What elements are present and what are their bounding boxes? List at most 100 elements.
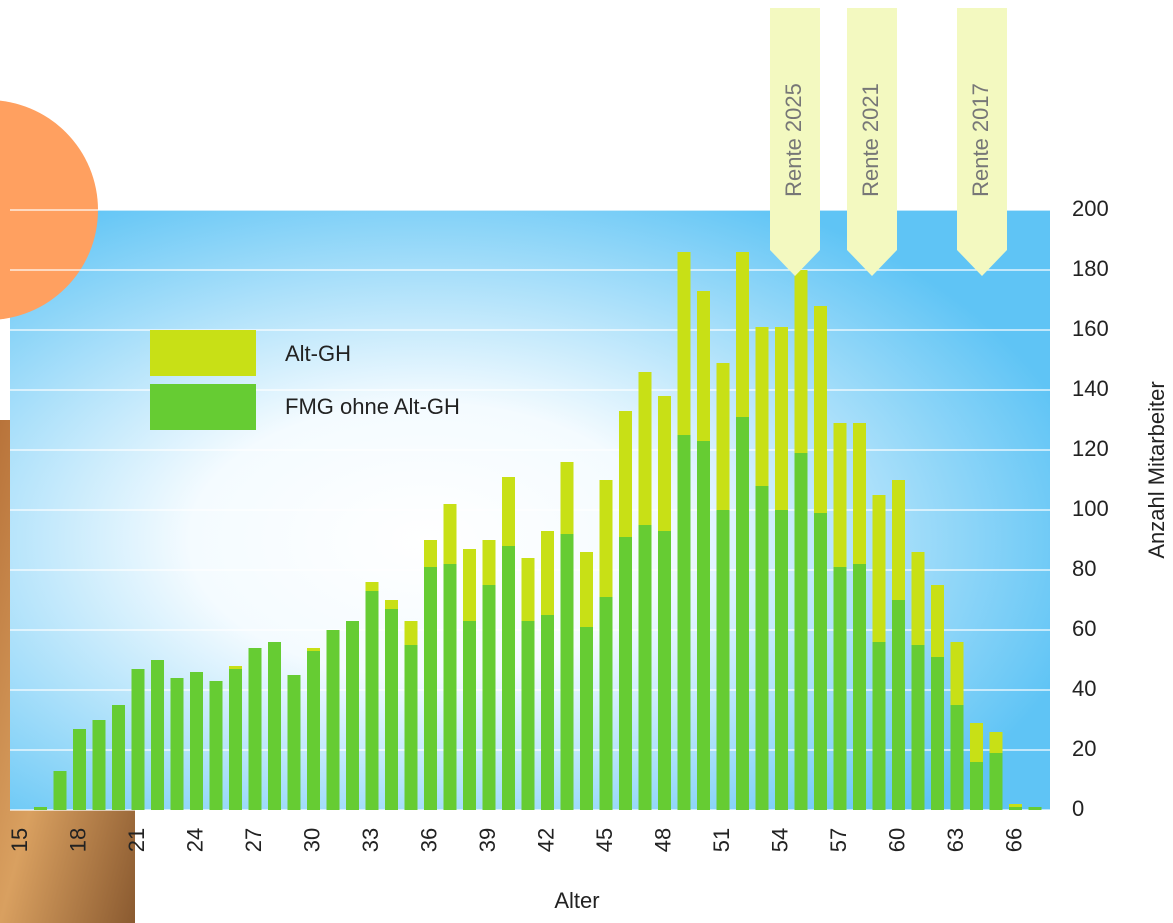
bar-segment — [989, 753, 1003, 810]
bar-segment — [404, 621, 418, 645]
x-tick-label: 36 — [416, 828, 441, 852]
bar-segment — [248, 648, 262, 810]
bar-segment — [755, 327, 769, 486]
bar-segment — [989, 732, 1003, 753]
annotation: Rente 2025 — [781, 83, 806, 197]
bar-segment — [424, 567, 437, 810]
bar-segment — [697, 291, 710, 441]
annotation-flag — [847, 8, 897, 276]
y-tick-label: 40 — [1072, 676, 1096, 701]
bar-segment — [502, 477, 515, 546]
bar-segment — [92, 720, 106, 810]
bar-segment — [1009, 807, 1022, 810]
bar-segment — [931, 585, 944, 657]
bar-segment — [814, 513, 827, 810]
bar-segment — [404, 645, 418, 810]
legend-swatch — [150, 330, 256, 376]
bar-segment — [950, 705, 964, 810]
y-tick-label: 0 — [1072, 796, 1084, 821]
legend-label: FMG ohne Alt-GH — [285, 394, 460, 419]
bar-segment — [521, 558, 535, 621]
bar-segment — [892, 480, 905, 600]
bar-segment — [1009, 804, 1022, 807]
x-tick-label: 51 — [709, 828, 734, 852]
y-tick-label: 180 — [1072, 256, 1109, 281]
y-tick-label: 200 — [1072, 196, 1109, 221]
annotation: Rente 2017 — [968, 83, 993, 197]
bar-segment — [911, 552, 925, 645]
bar-segment — [443, 564, 457, 810]
x-tick-label: 48 — [650, 828, 675, 852]
x-tick-label: 33 — [358, 828, 383, 852]
bar-segment — [775, 510, 788, 810]
x-tick-label: 45 — [592, 828, 617, 852]
bar-segment — [424, 540, 437, 567]
y-tick-label: 60 — [1072, 616, 1096, 641]
x-tick-label: 30 — [299, 828, 324, 852]
bar-segment — [346, 621, 359, 810]
x-tick-label: 27 — [241, 828, 266, 852]
x-tick-label: 66 — [1001, 828, 1026, 852]
bar-segment — [658, 396, 671, 531]
bar-segment — [677, 435, 691, 810]
bar-segment — [580, 552, 593, 627]
x-tick-label: 57 — [826, 828, 851, 852]
x-tick-label: 54 — [767, 828, 792, 852]
bar-segment — [872, 642, 886, 810]
bar-segment — [287, 675, 301, 810]
x-tick-label: 39 — [475, 828, 500, 852]
x-tick-label: 21 — [124, 828, 149, 852]
bar-segment — [326, 630, 340, 810]
bar-segment — [1028, 807, 1042, 810]
y-tick-label: 100 — [1072, 496, 1109, 521]
bar-segment — [814, 306, 827, 513]
bar-segment — [599, 597, 613, 810]
bar-segment — [34, 807, 47, 810]
bar-segment — [385, 609, 398, 810]
bar-segment — [697, 441, 710, 810]
bar-segment — [521, 621, 535, 810]
bar-segment — [385, 600, 398, 609]
bar-segment — [833, 567, 847, 810]
bar-segment — [170, 678, 184, 810]
bar-segment — [580, 627, 593, 810]
bar-segment — [638, 525, 652, 810]
bar-segment — [794, 453, 808, 810]
y-tick-label: 160 — [1072, 316, 1109, 341]
bar-segment — [970, 762, 983, 810]
bar-segment — [482, 540, 496, 585]
y-tick-label: 20 — [1072, 736, 1096, 761]
bar-segment — [53, 771, 67, 810]
bar-segment — [190, 672, 203, 810]
y-tick-label: 140 — [1072, 376, 1109, 401]
bar-segment — [736, 417, 749, 810]
bar-segment — [736, 252, 749, 417]
bar-segment — [619, 537, 632, 810]
annotation: Rente 2021 — [858, 83, 883, 197]
bar-segment — [307, 651, 320, 810]
bar-segment — [131, 669, 145, 810]
bar-segment — [560, 534, 574, 810]
bar-segment — [853, 423, 866, 564]
bar-segment — [677, 252, 691, 435]
bar-segment — [502, 546, 515, 810]
bar-segment — [229, 669, 242, 810]
bar-segment — [209, 681, 223, 810]
x-tick-label: 63 — [943, 828, 968, 852]
bar-segment — [619, 411, 632, 537]
legend-swatch — [150, 384, 256, 430]
bar-segment — [463, 621, 476, 810]
bar-segment — [365, 591, 379, 810]
x-tick-label: 60 — [884, 828, 909, 852]
bar-segment — [775, 327, 788, 510]
bar-segment — [482, 585, 496, 810]
bar-segment — [365, 582, 379, 591]
bar-segment — [73, 729, 86, 810]
x-tick-label: 15 — [7, 828, 32, 852]
bar-segment — [463, 549, 476, 621]
bar-segment — [307, 648, 320, 651]
annotation-flag — [957, 8, 1007, 276]
bar-segment — [151, 660, 164, 810]
bar-segment — [599, 480, 613, 597]
